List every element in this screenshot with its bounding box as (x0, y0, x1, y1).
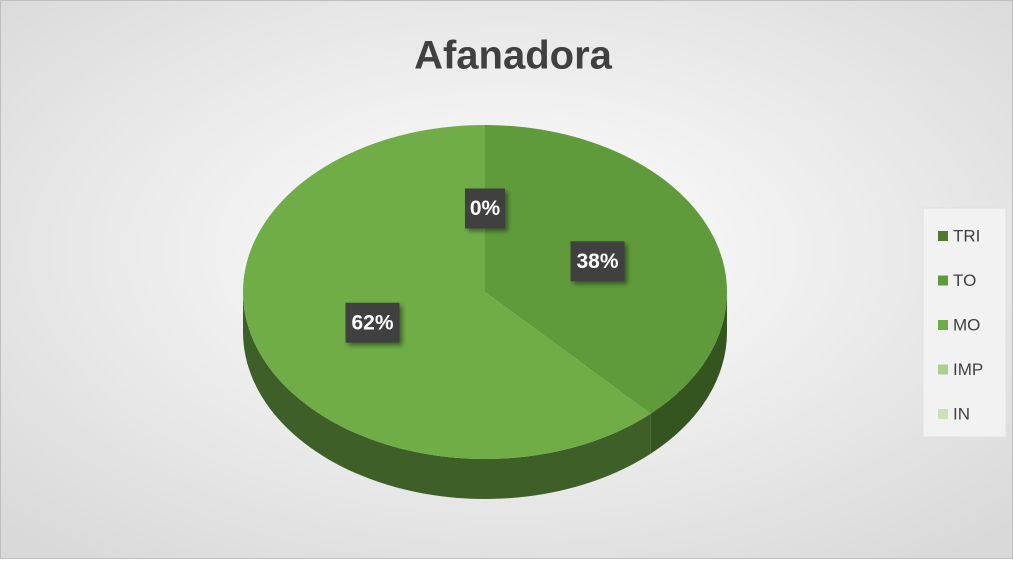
legend-label: TO (953, 271, 976, 290)
pie-slice (243, 125, 651, 459)
legend-label: TRI (953, 226, 980, 245)
legend-swatch (938, 409, 948, 419)
data-label-box (345, 302, 400, 343)
data-label: 0% (470, 197, 501, 220)
data-label-box (570, 241, 625, 282)
legend-swatch (938, 320, 948, 330)
pie-side (243, 292, 651, 499)
pie-side (650, 292, 727, 454)
legend-box (922, 207, 1007, 438)
legend-swatch (938, 275, 948, 286)
legend-swatch (938, 364, 948, 375)
legend-swatch (938, 231, 948, 241)
data-label: 62% (351, 311, 393, 334)
legend-label: IMP (953, 360, 983, 379)
legend-label: IN (953, 404, 970, 423)
data-label: 38% (576, 250, 618, 273)
data-label-box (465, 188, 505, 229)
chart-title: Afanadora (414, 34, 613, 78)
legend-label: MO (953, 315, 980, 334)
